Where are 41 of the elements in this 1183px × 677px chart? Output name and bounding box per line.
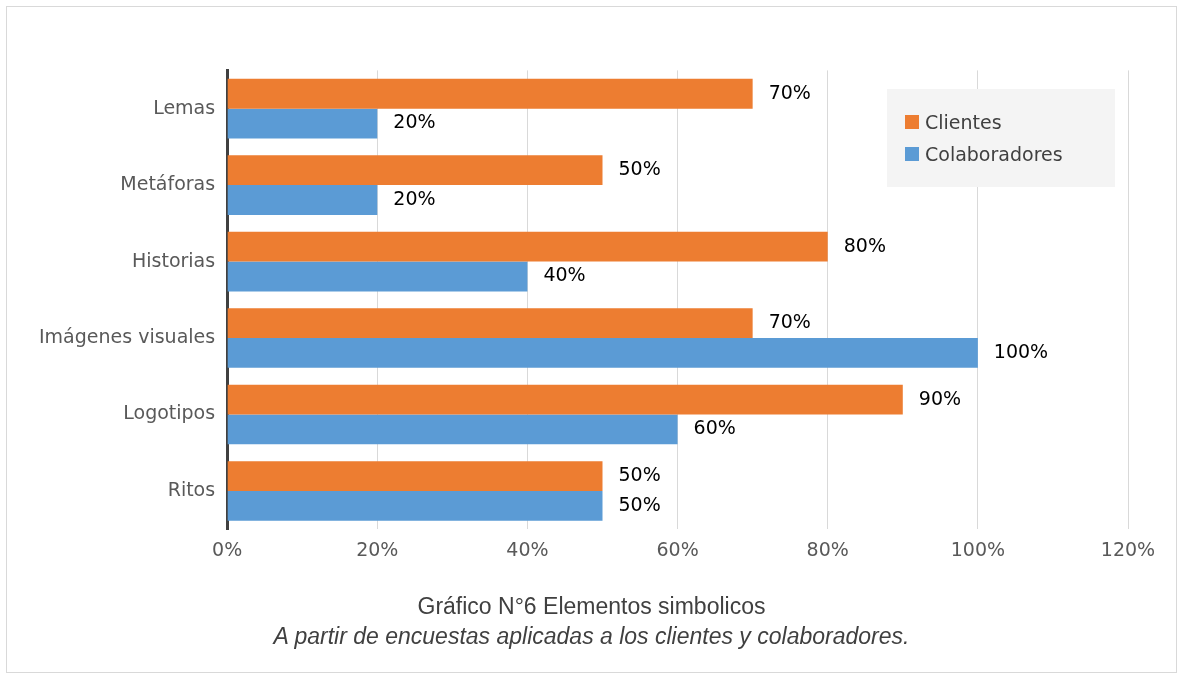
data-label: 80% [843, 233, 886, 256]
bar [227, 308, 753, 339]
bar [227, 231, 828, 262]
data-label: 50% [618, 157, 661, 180]
data-label: 90% [918, 386, 962, 409]
data-label: 100% [993, 339, 1049, 362]
data-label: 20% [393, 186, 436, 209]
bar [227, 155, 603, 186]
y-tick-label: Metáforas [120, 172, 216, 195]
y-tick-label: Imágenes visuales [38, 324, 216, 347]
x-tick-label: 120% [1100, 537, 1156, 560]
data-label: 70% [768, 310, 811, 333]
x-tick-label: 0% [212, 537, 243, 560]
data-label: 50% [618, 462, 661, 485]
legend-label: Clientes [925, 111, 1002, 133]
x-tick-label: 60% [656, 537, 699, 560]
bar [227, 461, 603, 491]
x-tick-label: 100% [950, 537, 1006, 560]
y-tick-label: Historias [131, 248, 216, 271]
bar [227, 338, 978, 368]
bar [227, 384, 903, 415]
text: A partir de encuestas aplicadas a los clientes y colaboradores. [271, 623, 911, 650]
x-tick-label: 80% [806, 537, 849, 560]
bar [227, 490, 603, 521]
bar [227, 78, 753, 109]
y-tick-label: Lemas [153, 95, 216, 118]
data-label: 20% [393, 110, 436, 133]
bar [227, 185, 378, 215]
y-tick-label: Logotipos [123, 401, 216, 424]
y-tick-label: Ritos [167, 477, 216, 500]
text: Gráfico N°6 Elementos simbolicos [416, 593, 767, 620]
bar [227, 108, 378, 139]
bar [227, 261, 528, 292]
data-label: 40% [543, 263, 586, 286]
data-label: 60% [693, 416, 736, 439]
bar [227, 414, 678, 445]
legend-label: Colaboradores [925, 143, 1063, 165]
x-tick-label: 20% [356, 537, 399, 560]
data-label: 70% [768, 80, 811, 103]
data-label: 50% [618, 492, 661, 515]
x-tick-label: 40% [506, 537, 549, 560]
